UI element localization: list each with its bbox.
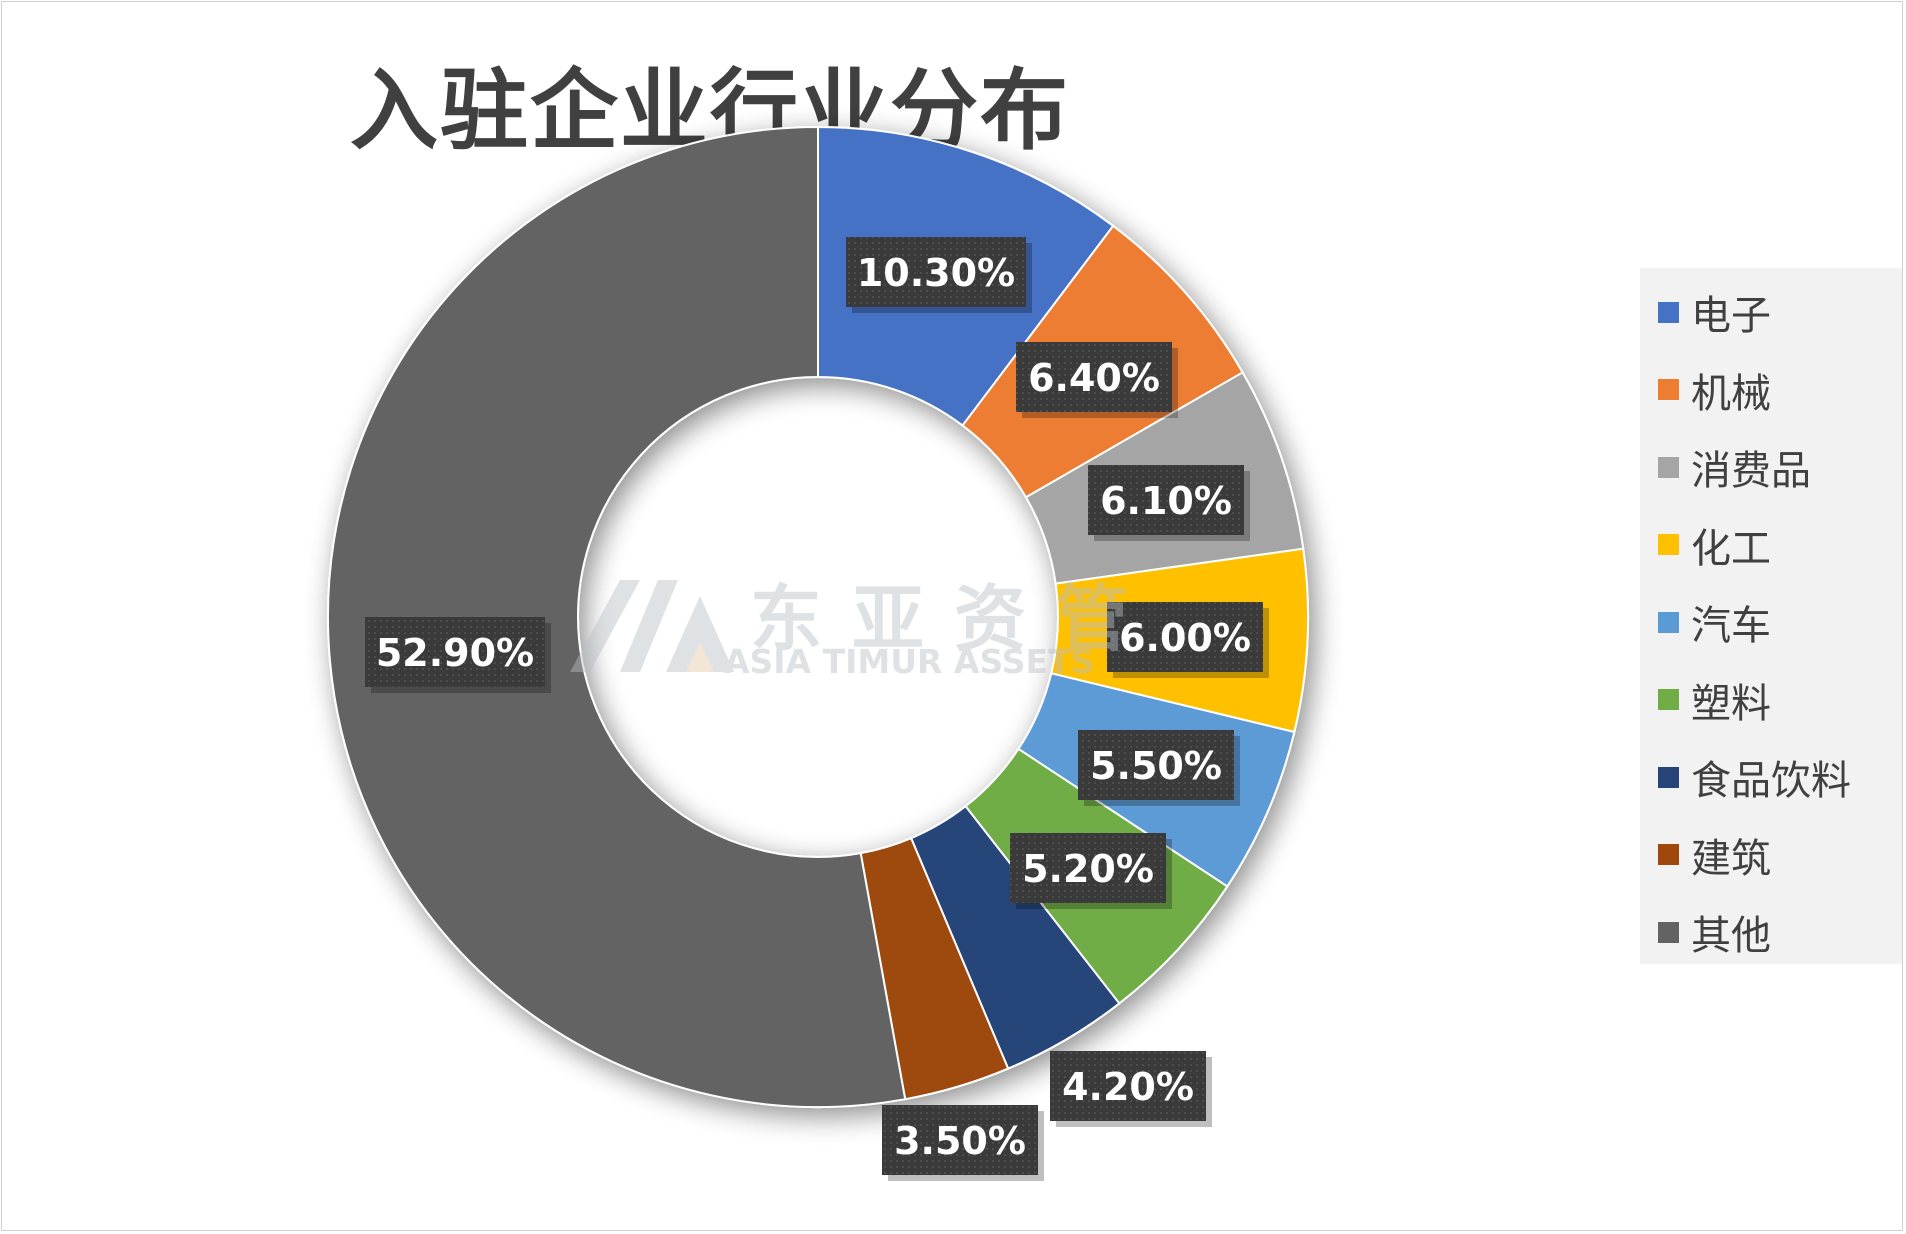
legend-item-食品饮料: 食品饮料: [1658, 751, 1851, 804]
legend-item-电子: 电子: [1658, 286, 1771, 339]
legend-label: 建筑: [1691, 835, 1771, 882]
legend: 电子机械消费品化工汽车塑料食品饮料建筑其他: [1640, 268, 1902, 964]
legend-swatch: [1658, 534, 1679, 555]
svg-text:6.00%: 6.00%: [1119, 616, 1251, 660]
legend-swatch: [1658, 456, 1679, 478]
legend-item-机械: 机械: [1658, 364, 1771, 417]
data-label-塑料: 5.20%: [1010, 833, 1172, 909]
data-label-消费品: 6.10%: [1088, 465, 1250, 541]
svg-text:5.50%: 5.50%: [1090, 744, 1222, 788]
data-label-汽车: 5.50%: [1078, 730, 1240, 806]
legend-item-塑料: 塑料: [1658, 674, 1771, 727]
svg-text:6.40%: 6.40%: [1028, 356, 1160, 400]
data-label-食品饮料: 4.20%: [1050, 1051, 1212, 1127]
svg-text:5.20%: 5.20%: [1022, 847, 1154, 891]
data-label-化工: 6.00%: [1107, 602, 1269, 678]
legend-label: 化工: [1691, 525, 1771, 572]
legend-label: 机械: [1691, 370, 1771, 417]
legend-swatch: [1658, 921, 1679, 943]
data-label-其他: 52.90%: [365, 617, 551, 693]
watermark-logo-icon: [570, 580, 734, 672]
data-label-机械: 6.40%: [1016, 342, 1178, 418]
legend-item-汽车: 汽车: [1658, 596, 1771, 649]
legend-item-化工: 化工: [1658, 519, 1771, 572]
legend-swatch: [1658, 689, 1679, 710]
slice-其他: [327, 125, 907, 1108]
watermark-cn: 东亚资管: [750, 577, 1159, 661]
legend-label: 汽车: [1691, 603, 1771, 649]
legend-label: 其他: [1691, 913, 1771, 959]
svg-text:10.30%: 10.30%: [857, 251, 1015, 295]
legend-swatch: [1658, 611, 1679, 633]
svg-text:4.20%: 4.20%: [1062, 1065, 1194, 1109]
svg-text:52.90%: 52.90%: [376, 631, 534, 675]
legend-item-消费品: 消费品: [1658, 441, 1811, 494]
legend-swatch: [1658, 844, 1679, 865]
legend-swatch: [1658, 766, 1679, 788]
legend-item-建筑: 建筑: [1658, 829, 1771, 882]
legend-label: 塑料: [1691, 680, 1771, 727]
legend-label: 消费品: [1691, 448, 1811, 494]
legend-label: 电子: [1691, 293, 1771, 339]
watermark-en: ASIA TIMUR ASSETS: [724, 642, 1095, 681]
data-labels: 10.30% 6.40% 6.10% 6.00% 5.50% 5.20% 4.20% 3.50…: [365, 237, 1269, 1181]
svg-text:6.10%: 6.10%: [1100, 479, 1232, 523]
data-label-建筑: 3.50%: [882, 1105, 1044, 1181]
svg-text:3.50%: 3.50%: [894, 1119, 1026, 1163]
legend-label: 食品饮料: [1691, 758, 1851, 804]
watermark: 东亚资管 ASIA TIMUR ASSETS: [570, 560, 1130, 681]
legend-swatch: [1658, 379, 1679, 400]
legend-item-其他: 其他: [1658, 906, 1771, 959]
legend-swatch: [1658, 301, 1679, 323]
data-label-电子: 10.30%: [846, 237, 1032, 313]
